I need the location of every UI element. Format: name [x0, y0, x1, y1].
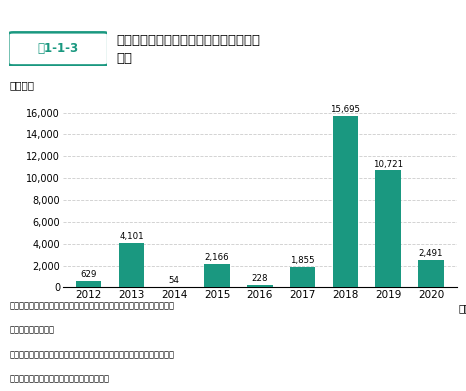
Bar: [118, 242, 144, 287]
Text: 調査結果（見込み含む）」より環境省作成: 調査結果（見込み含む）」より環境省作成: [9, 375, 110, 384]
Text: 注：支払保険金の合計額は、一般社団法人日本損害保険協会が調査した主: 注：支払保険金の合計額は、一般社団法人日本損害保険協会が調査した主: [9, 301, 174, 310]
Text: 4,101: 4,101: [119, 232, 144, 241]
Text: 図1-1-3: 図1-1-3: [38, 42, 79, 55]
Bar: [247, 285, 273, 287]
Bar: [375, 170, 401, 287]
Text: 10,721: 10,721: [373, 160, 403, 169]
Bar: [418, 260, 444, 287]
Text: （億円）: （億円）: [10, 81, 35, 90]
Text: 15,695: 15,695: [330, 105, 360, 114]
Text: （年度）: （年度）: [459, 303, 466, 313]
Text: 228: 228: [252, 274, 268, 283]
Text: 2,166: 2,166: [205, 253, 229, 262]
Bar: [333, 116, 358, 287]
Text: 我が国の近年の風水害等による支払保険
金額: 我が国の近年の風水害等による支払保険 金額: [116, 34, 260, 65]
Text: 資料：一般社団法人日本損害保険協会「近年の風水害等による支払保険金: 資料：一般社団法人日本損害保険協会「近年の風水害等による支払保険金: [9, 350, 174, 360]
FancyBboxPatch shape: [8, 32, 108, 65]
Bar: [290, 267, 315, 287]
Bar: [204, 264, 230, 287]
Bar: [76, 280, 102, 287]
Text: 2,491: 2,491: [419, 249, 443, 258]
Text: 54: 54: [169, 276, 180, 285]
Text: 1,855: 1,855: [290, 256, 315, 265]
Text: な風水害等のみ。: な風水害等のみ。: [9, 325, 55, 334]
Text: 629: 629: [81, 270, 97, 279]
